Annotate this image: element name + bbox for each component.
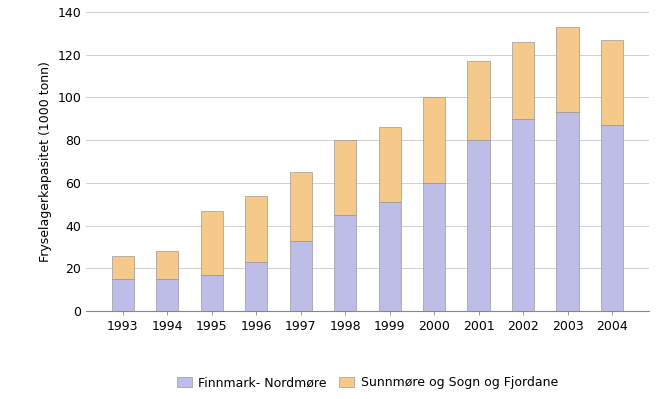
Bar: [601, 125, 623, 311]
Bar: [201, 275, 223, 311]
Bar: [156, 251, 178, 279]
Bar: [245, 196, 267, 262]
Bar: [557, 27, 579, 113]
Bar: [512, 42, 534, 119]
Bar: [423, 183, 446, 311]
Bar: [601, 40, 623, 125]
Bar: [112, 279, 134, 311]
Bar: [156, 279, 178, 311]
Legend: Finnmark- Nordmøre, Sunnmøre og Sogn og Fjordane: Finnmark- Nordmøre, Sunnmøre og Sogn og …: [172, 371, 563, 394]
Bar: [334, 215, 356, 311]
Bar: [379, 202, 401, 311]
Bar: [467, 61, 490, 140]
Bar: [245, 262, 267, 311]
Bar: [467, 140, 490, 311]
Bar: [201, 211, 223, 275]
Bar: [289, 241, 312, 311]
Bar: [379, 127, 401, 202]
Y-axis label: Fryselagerkapasitet (1000 tonn): Fryselagerkapasitet (1000 tonn): [39, 61, 52, 262]
Bar: [289, 172, 312, 241]
Bar: [423, 97, 446, 183]
Bar: [512, 119, 534, 311]
Bar: [112, 256, 134, 279]
Bar: [334, 140, 356, 215]
Bar: [557, 113, 579, 311]
